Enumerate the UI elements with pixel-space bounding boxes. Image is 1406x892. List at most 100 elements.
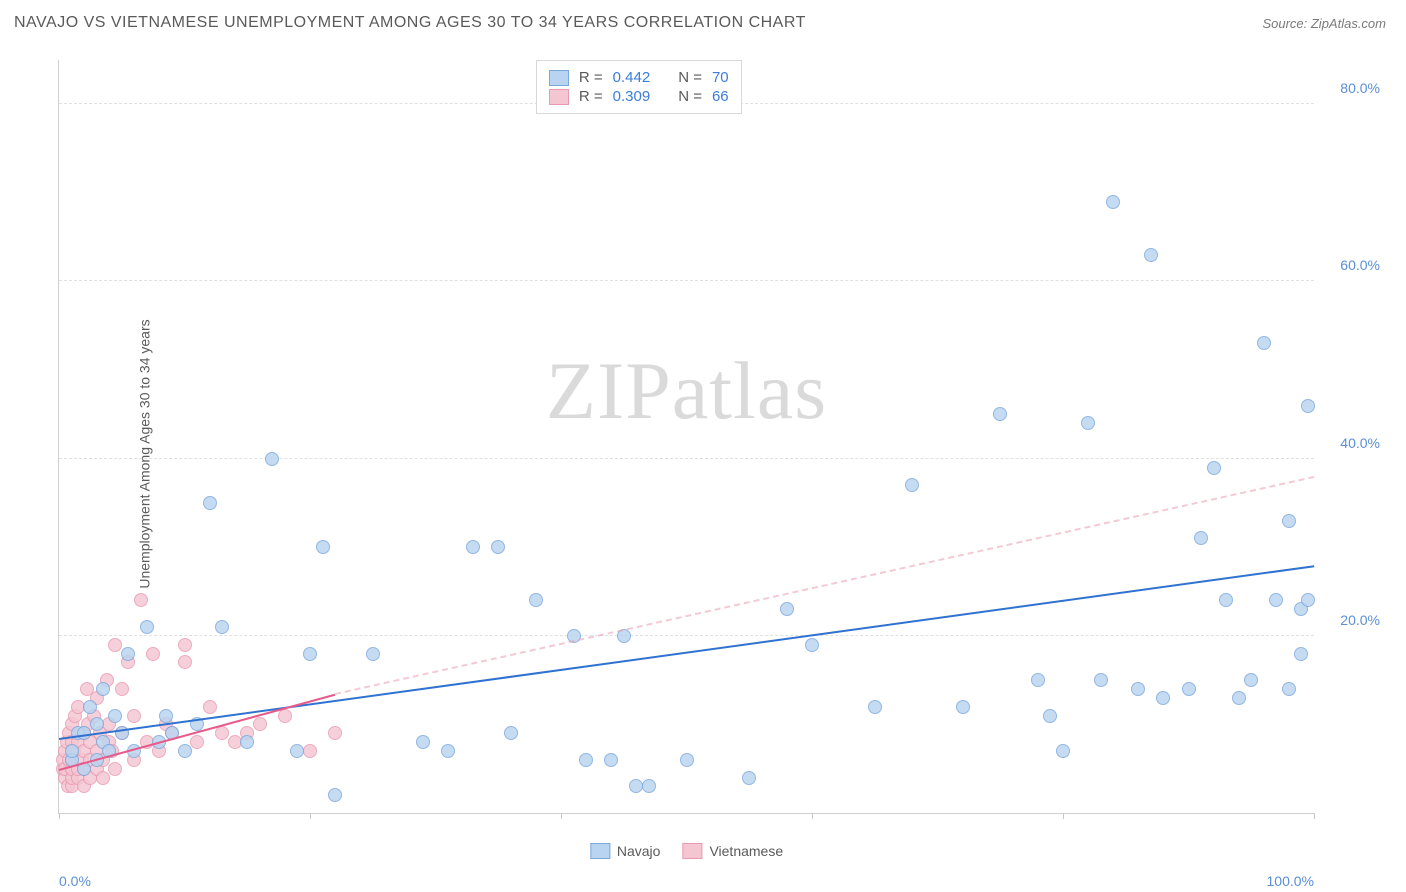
- grid-line: [59, 458, 1314, 459]
- legend-item: Vietnamese: [682, 843, 783, 859]
- data-point: [90, 717, 104, 731]
- x-tick: [310, 813, 311, 819]
- data-point: [642, 779, 656, 793]
- legend-swatch: [549, 70, 569, 86]
- data-point: [108, 762, 122, 776]
- data-point: [956, 700, 970, 714]
- series-legend: Navajo Vietnamese: [590, 843, 783, 859]
- legend-n-value: 70: [712, 69, 729, 86]
- data-point: [328, 788, 342, 802]
- data-point: [805, 638, 819, 652]
- data-point: [868, 700, 882, 714]
- legend-n-label: N =: [678, 88, 702, 105]
- legend-n-value: 66: [712, 88, 729, 105]
- x-tick: [1314, 813, 1315, 819]
- y-tick-label: 40.0%: [1340, 435, 1380, 451]
- grid-line: [59, 280, 1314, 281]
- data-point: [178, 655, 192, 669]
- data-point: [96, 771, 110, 785]
- data-point: [215, 726, 229, 740]
- data-point: [1182, 682, 1196, 696]
- watermark-bold: ZIP: [546, 345, 672, 436]
- legend-swatch: [682, 843, 702, 859]
- data-point: [203, 700, 217, 714]
- data-point: [108, 638, 122, 652]
- data-point: [108, 709, 122, 723]
- x-tick: [1063, 813, 1064, 819]
- data-point: [529, 593, 543, 607]
- legend-swatch: [590, 843, 610, 859]
- data-point: [1131, 682, 1145, 696]
- data-point: [1043, 709, 1057, 723]
- y-tick-label: 80.0%: [1340, 80, 1380, 96]
- data-point: [134, 593, 148, 607]
- data-point: [65, 744, 79, 758]
- data-point: [604, 753, 618, 767]
- data-point: [1144, 248, 1158, 262]
- data-point: [1081, 416, 1095, 430]
- legend-row: R = 0.309 N = 66: [549, 88, 729, 105]
- source-attribution: Source: ZipAtlas.com: [1262, 16, 1386, 31]
- data-point: [1219, 593, 1233, 607]
- data-point: [1056, 744, 1070, 758]
- legend-row: R =0.442N =70: [549, 69, 729, 86]
- data-point: [1301, 593, 1315, 607]
- data-point: [178, 638, 192, 652]
- data-point: [121, 647, 135, 661]
- data-point: [416, 735, 430, 749]
- data-point: [680, 753, 694, 767]
- legend-series-name: Vietnamese: [709, 843, 783, 859]
- legend-r-value: 0.442: [613, 69, 651, 86]
- data-point: [190, 735, 204, 749]
- watermark: ZIPatlas: [546, 344, 827, 438]
- y-tick-label: 60.0%: [1340, 257, 1380, 273]
- legend-series-name: Navajo: [617, 843, 661, 859]
- data-point: [146, 647, 160, 661]
- data-point: [1106, 195, 1120, 209]
- data-point: [303, 744, 317, 758]
- data-point: [159, 709, 173, 723]
- data-point: [1232, 691, 1246, 705]
- data-point: [1301, 399, 1315, 413]
- data-point: [780, 602, 794, 616]
- source-name: ZipAtlas.com: [1311, 16, 1386, 31]
- data-point: [1094, 673, 1108, 687]
- grid-line: [59, 635, 1314, 636]
- x-tick-label: 100.0%: [1267, 873, 1314, 889]
- data-point: [905, 478, 919, 492]
- data-point: [203, 496, 217, 510]
- data-point: [303, 647, 317, 661]
- legend-swatch: [549, 89, 569, 105]
- data-point: [1282, 514, 1296, 528]
- data-point: [215, 620, 229, 634]
- watermark-light: atlas: [672, 345, 827, 436]
- y-tick-label: 20.0%: [1340, 612, 1380, 628]
- legend-r-label: R =: [579, 69, 603, 86]
- data-point: [265, 452, 279, 466]
- data-point: [742, 771, 756, 785]
- chart-title: NAVAJO VS VIETNAMESE UNEMPLOYMENT AMONG …: [14, 14, 806, 32]
- data-point: [1156, 691, 1170, 705]
- data-point: [1269, 593, 1283, 607]
- data-point: [328, 726, 342, 740]
- plot-area: ZIPatlas R =0.442N =70R =0.309N =66 Nava…: [58, 60, 1314, 814]
- data-point: [1282, 682, 1296, 696]
- legend-r-value: 0.309: [613, 88, 651, 105]
- data-point: [466, 540, 480, 554]
- x-tick-label: 0.0%: [59, 873, 91, 889]
- correlation-legend: R = 0.442 N = 70 R = 0.309 N = 66: [536, 60, 742, 114]
- data-point: [127, 709, 141, 723]
- data-point: [253, 717, 267, 731]
- data-point: [1294, 647, 1308, 661]
- x-tick: [561, 813, 562, 819]
- data-point: [491, 540, 505, 554]
- data-point: [504, 726, 518, 740]
- data-point: [290, 744, 304, 758]
- data-point: [993, 407, 1007, 421]
- x-tick: [59, 813, 60, 819]
- data-point: [1031, 673, 1045, 687]
- data-point: [140, 620, 154, 634]
- data-point: [83, 700, 97, 714]
- data-point: [1244, 673, 1258, 687]
- legend-r-label: R =: [579, 88, 603, 105]
